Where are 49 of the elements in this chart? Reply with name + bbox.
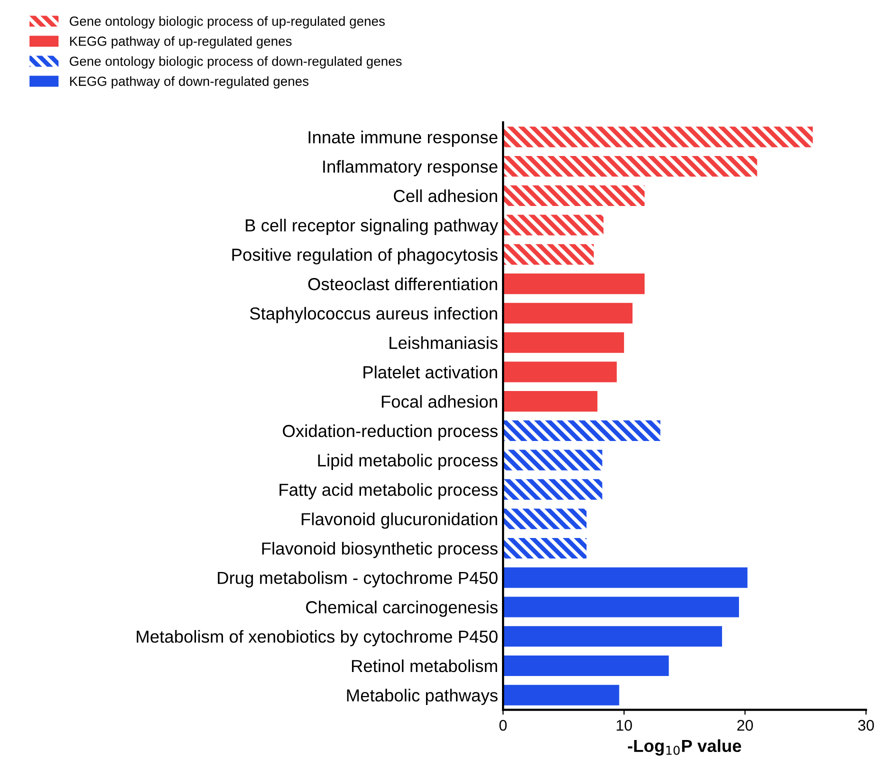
y-tick-label: Focal adhesion	[382, 395, 498, 408]
legend-label: Gene ontology biologic process of down-regulated genes	[70, 56, 402, 69]
y-tick-label: Cell adhesion	[394, 189, 498, 202]
y-tick-label: Inflammatory response	[323, 160, 498, 176]
bar	[503, 450, 602, 470]
bar	[503, 185, 645, 206]
y-tick-label: Flavonoid glucuronidation	[302, 512, 498, 529]
bar	[503, 684, 620, 706]
y-tick-label: Positive regulation of phagocytosis	[232, 248, 498, 264]
bar	[503, 479, 602, 500]
bar	[503, 214, 604, 236]
legend-label: KEGG pathway of up-regulated genes	[70, 36, 292, 49]
bar	[503, 156, 758, 177]
x-tick-label: 0	[499, 720, 507, 731]
y-tick-label: Innate immune response	[308, 130, 498, 147]
bar	[503, 538, 587, 558]
y-tick-label: Lipid metabolic process	[318, 454, 498, 470]
bar	[503, 126, 813, 148]
y-tick-label: Leishmaniasis	[390, 336, 498, 350]
x-tick-label: 30	[858, 720, 874, 731]
bar	[503, 626, 722, 647]
y-tick-label: B cell receptor signaling pathway	[246, 218, 498, 235]
legend-label: KEGG pathway of down-regulated genes	[70, 76, 308, 89]
y-tick-label: Drug metabolism - cytochrome P450	[218, 571, 498, 588]
y-tick-label: Flavonoid biosynthetic process	[262, 542, 498, 558]
y-tick-label: Staphylococcus aureus infection	[250, 306, 498, 324]
bar	[503, 420, 660, 441]
bar	[503, 362, 617, 382]
bar	[503, 567, 748, 588]
x-axis-title: -Log$_{10}$P value	[628, 739, 742, 756]
bar	[503, 274, 645, 294]
bar	[503, 332, 624, 353]
bar	[503, 655, 669, 676]
bar	[503, 244, 594, 265]
y-tick-label: Osteoclast differentiation	[308, 278, 498, 290]
y-tick-label: Metabolic pathways	[347, 688, 498, 705]
bar	[503, 391, 598, 412]
bar	[503, 302, 633, 324]
y-tick-label: Oxidation-reduction process	[282, 424, 498, 441]
x-tick-label: 20	[737, 720, 753, 731]
y-tick-label: Fatty acid metabolic process	[280, 483, 498, 500]
bar	[503, 596, 739, 618]
y-tick-label: Metabolism of xenobiotics by cytochrome P450	[136, 630, 498, 646]
y-tick-label: Platelet activation	[364, 366, 498, 378]
bar	[503, 508, 587, 530]
y-tick-label: Retinol metabolism	[352, 659, 498, 672]
y-tick-label: Chemical carcinogenesis	[306, 600, 498, 617]
x-tick-label: 10	[616, 720, 632, 731]
legend-label: Gene ontology biologic process of up-regulated genes	[70, 16, 385, 28]
